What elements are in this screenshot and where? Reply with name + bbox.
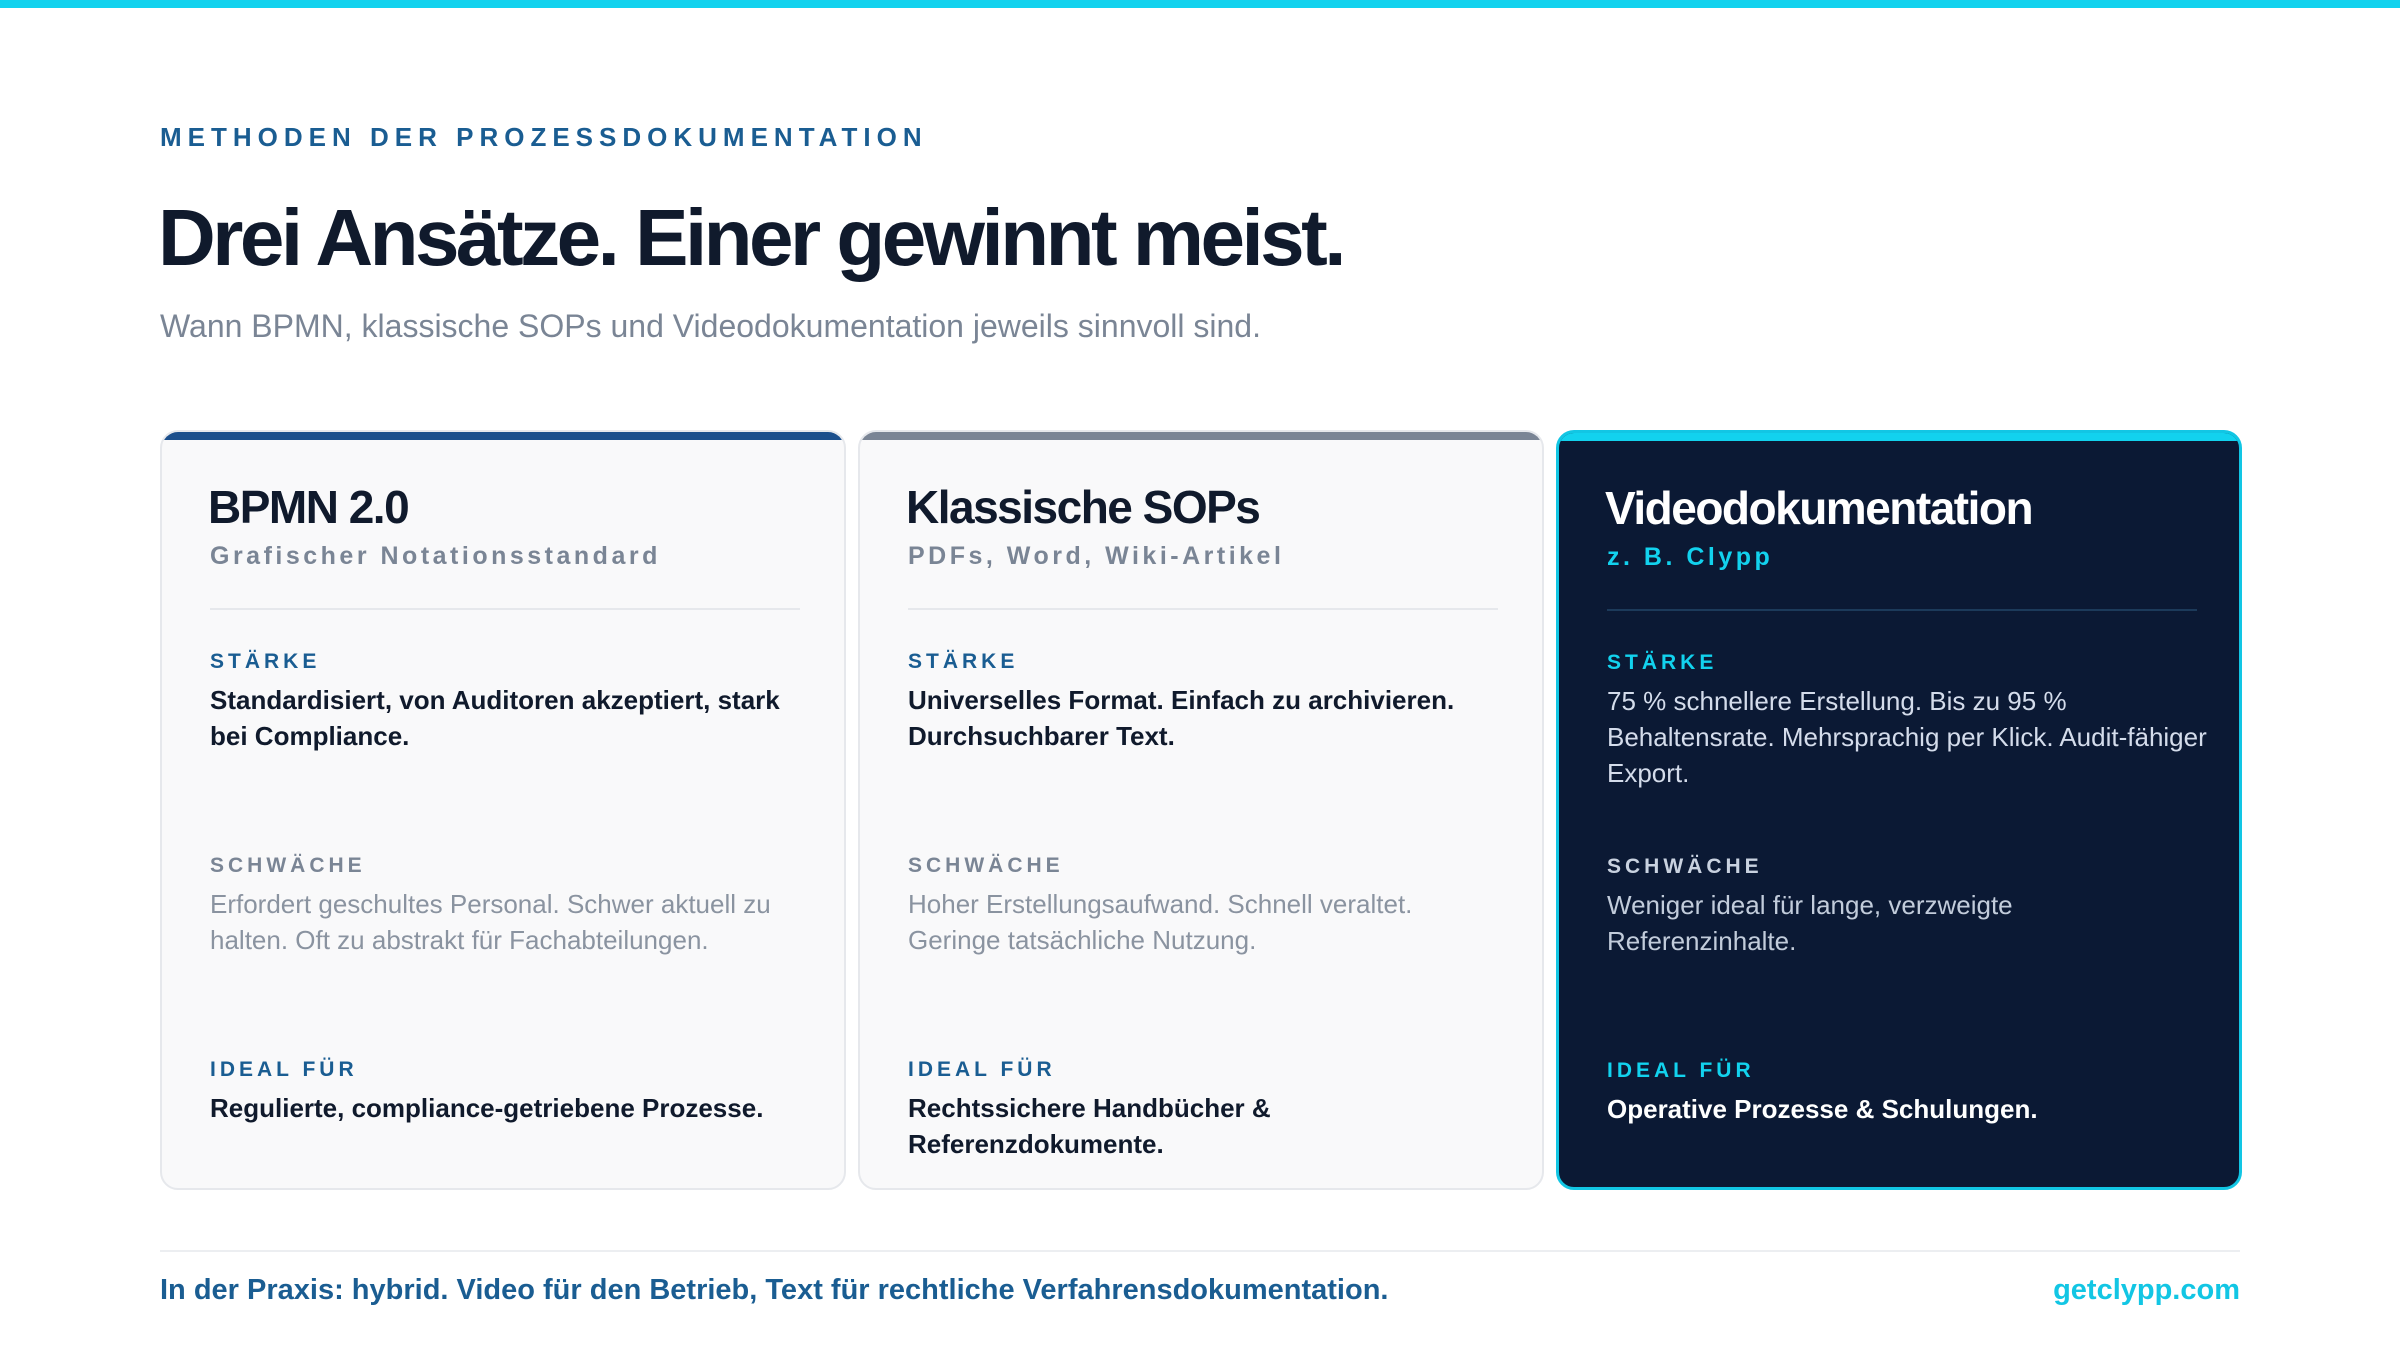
card-title: Klassische SOPs [906, 481, 1261, 533]
weakness-label: SCHWÄCHE [908, 854, 1064, 877]
weakness-text: Hoher Erstellungsaufwand. Schnell veralt… [908, 889, 1413, 955]
card-divider [908, 608, 1498, 610]
ideal-text: Rechtssichere Handbücher & Referenzdokum… [908, 1093, 1271, 1159]
footer-divider [160, 1250, 2240, 1252]
card-subtitle: PDFs, Word, Wiki-Artikel [908, 542, 1285, 570]
weakness-text: Weniger ideal für lange, verzweigte Refe… [1607, 890, 2013, 956]
ideal-label: IDEAL FÜR [1607, 1059, 1755, 1082]
eyebrow-label: METHODEN DER PROZESSDOKUMENTATION [160, 122, 928, 152]
strength-text: Universelles Format. Einfach zu archivie… [908, 685, 1455, 751]
card-accent-bar [162, 432, 844, 440]
footer-link[interactable]: getclypp.com [2053, 1274, 2240, 1306]
card-divider [210, 608, 800, 610]
strength-label: STÄRKE [210, 650, 321, 673]
card-subtitle: z. B. Clypp [1607, 543, 1774, 571]
card-title: BPMN 2.0 [208, 481, 410, 533]
weakness-text: Erfordert geschultes Personal. Schwer ak… [210, 889, 771, 955]
card-accent-bar [860, 432, 1542, 440]
strength-label: STÄRKE [908, 650, 1019, 673]
card-title: Videodokumentation [1605, 482, 2034, 534]
strength-text: Standardisiert, von Auditoren akzeptiert… [210, 685, 780, 751]
weakness-label: SCHWÄCHE [210, 854, 366, 877]
strength-label: STÄRKE [1607, 651, 1718, 674]
page-subtitle: Wann BPMN, klassische SOPs und Videodoku… [160, 308, 1261, 344]
strength-text: 75 % schnellere Erstellung. Bis zu 95 % … [1607, 686, 2207, 788]
card-bpmn: BPMN 2.0 Grafischer Notationsstandard ST… [160, 430, 846, 1190]
card-video: Videodokumentation z. B. Clypp STÄRKE 75… [1556, 430, 2242, 1190]
ideal-text: Operative Prozesse & Schulungen. [1607, 1094, 2038, 1124]
card-accent-bar [1559, 433, 2239, 441]
ideal-label: IDEAL FÜR [908, 1058, 1056, 1081]
card-divider [1607, 609, 2197, 611]
page-title: Drei Ansätze. Einer gewinnt meist. [158, 193, 1347, 282]
footer-note: In der Praxis: hybrid. Video für den Bet… [160, 1274, 1389, 1306]
ideal-text: Regulierte, compliance-getriebene Prozes… [210, 1093, 764, 1123]
card-sops: Klassische SOPs PDFs, Word, Wiki-Artikel… [858, 430, 1544, 1190]
weakness-label: SCHWÄCHE [1607, 855, 1763, 878]
card-subtitle: Grafischer Notationsstandard [210, 542, 661, 570]
ideal-label: IDEAL FÜR [210, 1058, 358, 1081]
top-accent-bar [0, 0, 2400, 8]
